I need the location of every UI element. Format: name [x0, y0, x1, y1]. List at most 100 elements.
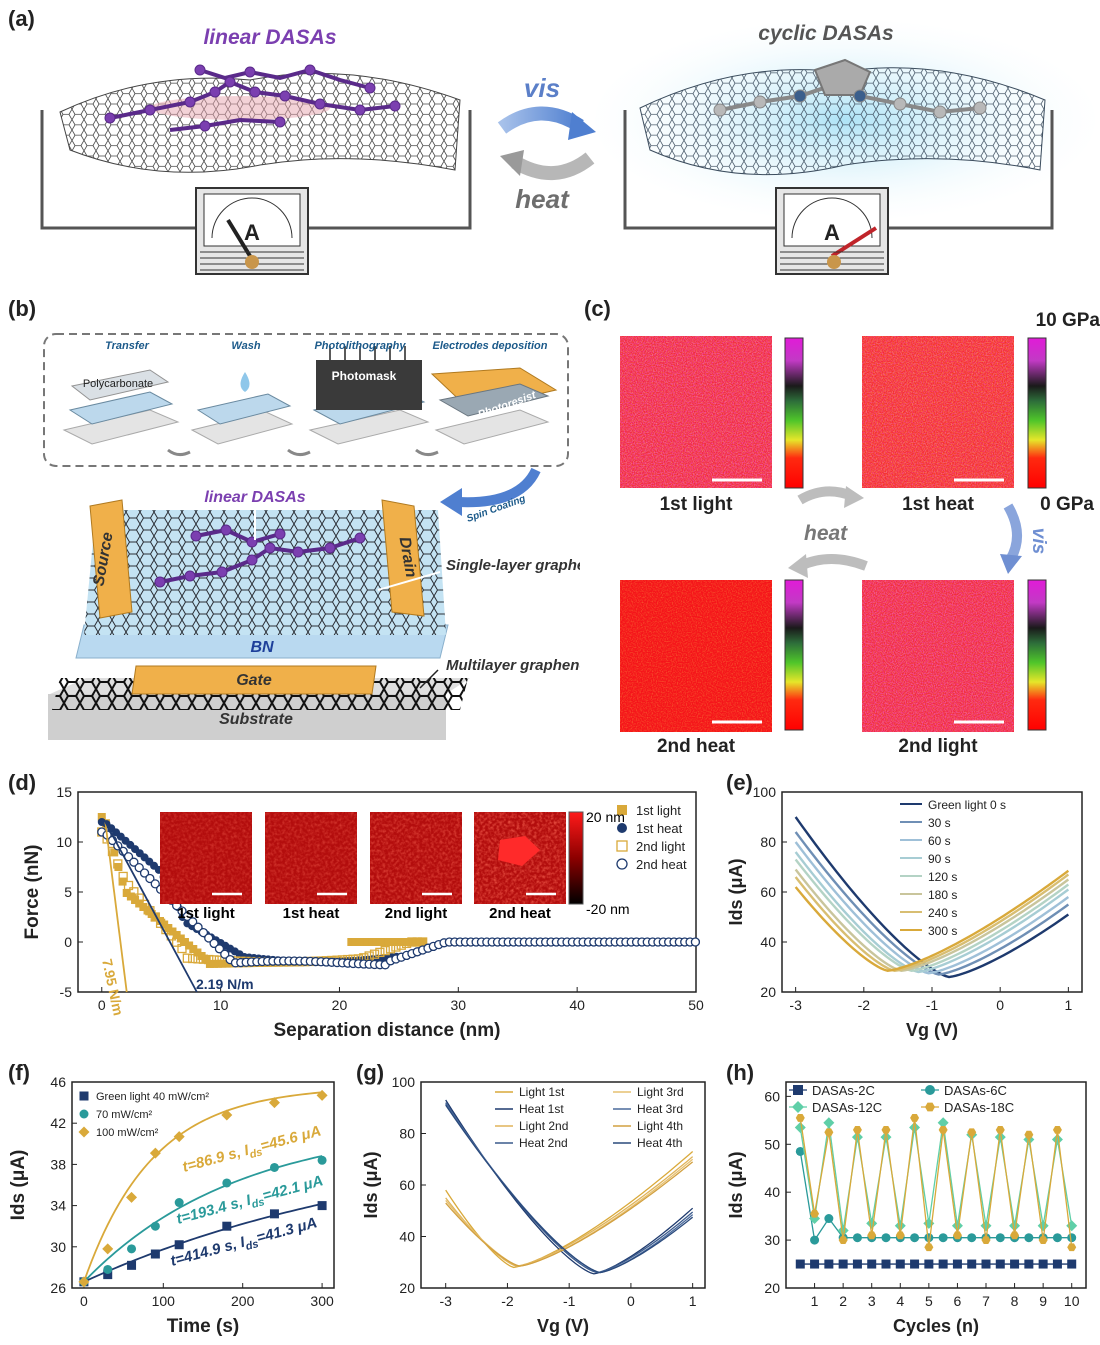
data-point — [317, 1201, 327, 1211]
data-point — [221, 1109, 233, 1121]
inset-label-4: 2nd heat — [489, 905, 551, 922]
data-point — [1010, 1231, 1020, 1240]
data-point — [268, 1097, 280, 1109]
panel-c-maps: 1st light 1st heat 2nd heat 2nd light 10… — [580, 290, 1100, 770]
x-tick-label: 300 — [310, 1293, 334, 1309]
data-point — [129, 857, 139, 867]
inset-scale-min: -20 nm — [586, 901, 630, 917]
step-label-wash: Wash — [231, 340, 260, 352]
step-label-photolithography: Photolithography — [314, 340, 406, 352]
data-point — [189, 945, 198, 953]
data-point — [355, 938, 364, 946]
x-tick-label: 20 — [332, 997, 348, 1013]
x-tick-label: 9 — [1039, 1293, 1047, 1309]
data-point — [150, 1249, 160, 1259]
data-point — [174, 1198, 184, 1208]
data-point — [384, 938, 393, 946]
device-molecule-label: linear DASAs — [204, 489, 305, 506]
x-tick-label: -2 — [501, 1293, 514, 1309]
x-tick-label: 30 — [451, 997, 467, 1013]
legend: DASAs-2C DASAs-6C DASAs-12C DASAs-18C — [789, 1083, 1014, 1115]
legend-marker — [79, 1091, 89, 1101]
curve-180-s — [794, 868, 1070, 972]
series-DASAs-18C — [795, 1114, 1077, 1252]
data-point — [102, 1243, 114, 1255]
data-point — [924, 1243, 934, 1252]
legend-label: 1st light — [636, 803, 681, 818]
data-point — [173, 1131, 185, 1143]
colorbar-4 — [1027, 579, 1047, 731]
legend-label: DASAs-12C — [812, 1100, 882, 1115]
legend: 1st light 1st heat 2nd light 2nd heat — [616, 803, 687, 872]
y-axis-label: Ids (μA) — [726, 1151, 746, 1218]
data-point — [126, 1191, 138, 1203]
y-tick-label: 30 — [50, 1239, 66, 1255]
x-tick-label: 200 — [231, 1293, 255, 1309]
x-tick-label: 100 — [152, 1293, 176, 1309]
step-label-transfer: Transfer — [105, 340, 150, 352]
data-point — [113, 859, 123, 869]
x-tick-label: 0 — [996, 997, 1004, 1013]
data-point — [967, 1259, 977, 1269]
y-tick-label: 38 — [50, 1156, 66, 1172]
data-point — [1024, 1259, 1034, 1269]
data-point — [967, 1128, 977, 1137]
legend-label: 120 s — [928, 870, 957, 884]
data-point — [910, 1259, 920, 1269]
y-tick-label: 20 — [760, 984, 776, 1000]
data-point — [198, 954, 209, 964]
data-point — [188, 953, 198, 964]
data-point — [1067, 1243, 1077, 1252]
x-tick-label: 0 — [627, 1293, 635, 1309]
data-point — [418, 938, 427, 946]
legend-marker — [79, 1109, 89, 1119]
data-point — [171, 937, 182, 947]
y-tick-label: 34 — [50, 1198, 66, 1214]
legend-label: Light 3rd — [637, 1085, 684, 1099]
data-point — [198, 927, 209, 938]
inset-label-2: 1st heat — [283, 905, 340, 922]
panel-b-illustration: Transfer Wash Photolithography Electrode… — [43, 333, 580, 740]
bn-label: BN — [250, 639, 274, 656]
left-circuit-wire — [40, 110, 472, 230]
y-tick-label: 80 — [760, 834, 776, 850]
data-point — [220, 949, 230, 959]
data-point — [981, 1236, 991, 1244]
data-point — [1067, 1259, 1077, 1269]
linear-dasa-molecule — [104, 64, 401, 132]
inset-scale-max: 20 nm — [586, 809, 625, 825]
y-tick-label: 42 — [50, 1115, 66, 1131]
gate-electrode — [131, 665, 377, 695]
data-point — [910, 1233, 920, 1243]
data-point — [188, 917, 198, 927]
data-point — [391, 942, 401, 952]
data-point — [156, 917, 165, 925]
data-point — [164, 924, 173, 932]
data-point — [397, 938, 406, 946]
drain-electrode — [381, 499, 425, 617]
data-point — [1052, 1259, 1062, 1269]
series-2 — [78, 1089, 328, 1288]
x-tick-label: 5 — [925, 1293, 933, 1309]
data-point — [852, 1259, 862, 1269]
x-axis-label: Separation distance (nm) — [274, 1020, 501, 1041]
x-tick-label: -1 — [926, 997, 939, 1013]
plot-frame — [785, 1081, 1087, 1289]
data-point — [372, 938, 381, 946]
x-axis-label: Vg (V) — [537, 1316, 589, 1336]
data-point — [1038, 1259, 1048, 1269]
data-point — [347, 938, 356, 946]
data-point — [852, 1233, 862, 1243]
spin-coating-arrow — [457, 467, 541, 508]
inset-afm-images — [160, 811, 584, 905]
data-point — [204, 954, 214, 965]
chart-e: -3 -2 -1 0 1 20 40 60 80 100 Vg (V) Ids (μA) Green l… — [726, 784, 1083, 1040]
y-axis-label: Ids (μA) — [361, 1151, 381, 1218]
legend-label: Green light 0 s — [928, 798, 1006, 812]
x-tick-label: -3 — [789, 997, 802, 1013]
data-point — [269, 1162, 279, 1172]
legend-label: Heat 4th — [637, 1136, 682, 1150]
legend-label: 2nd light — [636, 839, 686, 854]
data-point — [177, 943, 187, 954]
y-tick-label: 40 — [764, 1184, 780, 1200]
